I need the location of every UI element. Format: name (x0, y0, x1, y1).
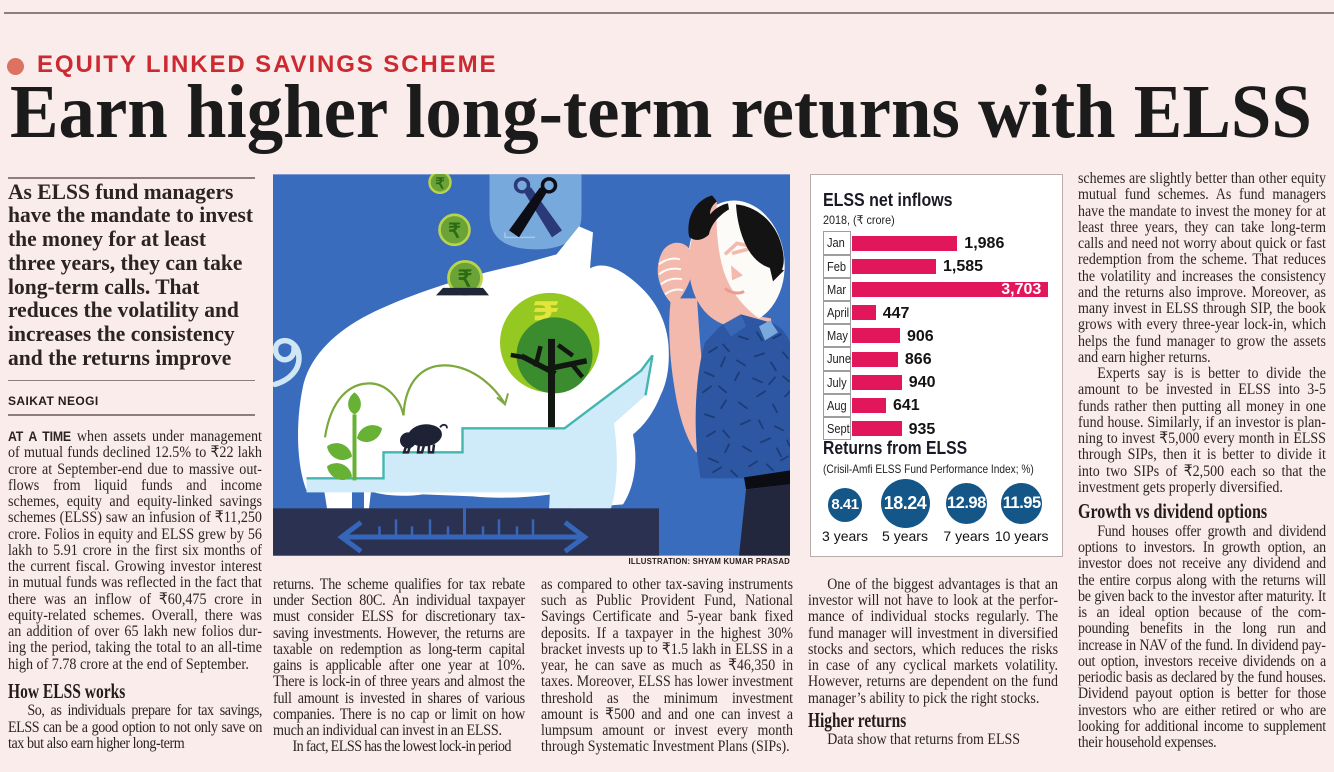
svg-text:₹: ₹ (448, 220, 461, 242)
svg-text:₹: ₹ (457, 265, 472, 291)
svg-text:₹: ₹ (435, 175, 445, 192)
